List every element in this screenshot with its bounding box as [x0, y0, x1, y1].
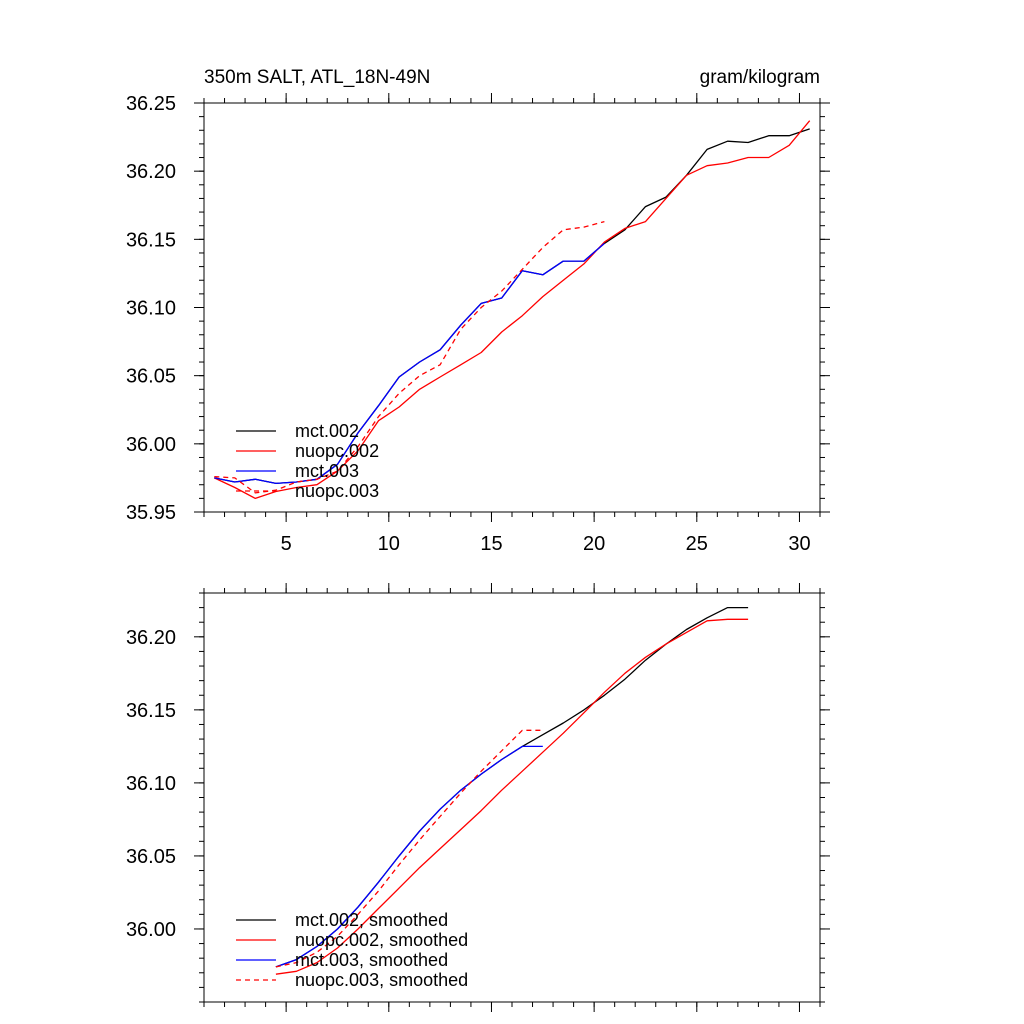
y-tick-label: 36.15	[126, 700, 176, 722]
legend-label: nuopc.002	[295, 441, 379, 461]
y-tick-label: 35.95	[126, 502, 176, 524]
y-tick-label: 36.10	[126, 773, 176, 795]
series-line-mct-003-smoothed	[275, 745, 543, 968]
y-tick-label: 36.00	[126, 919, 176, 941]
series-line-nuopc-002-smoothed	[275, 618, 749, 975]
legend-label: nuopc.002, smoothed	[295, 930, 468, 950]
y-tick-label: 36.15	[126, 229, 176, 251]
y-tick-label: 36.20	[126, 627, 176, 649]
series-lines-bottom	[275, 606, 749, 975]
x-tick-label: 20	[583, 533, 605, 555]
x-tick-label: 10	[378, 533, 400, 555]
y-tick-label: 36.00	[126, 434, 176, 456]
chart-title: 350m SALT, ATL_18N-49N	[204, 67, 430, 88]
y-tick-label: 36.10	[126, 298, 176, 320]
chart-units: gram/kilogram	[700, 67, 820, 88]
legend-label: mct.003, smoothed	[295, 950, 448, 970]
y-tick-label: 36.20	[126, 161, 176, 183]
y-tick-label: 36.05	[126, 846, 176, 868]
legend-label: mct.002, smoothed	[295, 910, 448, 930]
series-line-nuopc-003-smoothed	[275, 729, 543, 968]
legend-label: nuopc.003	[295, 481, 379, 501]
axes-top: 5 10 15 20 25 30 35.95 36.00 36.05 36.10 36.15 36.2…	[126, 93, 830, 555]
legend-label: mct.002	[295, 421, 359, 441]
series-lines-top	[214, 120, 811, 500]
y-tick-label: 36.05	[126, 366, 176, 388]
legend-label: nuopc.003, smoothed	[295, 970, 468, 990]
legend-label: mct.003	[295, 461, 359, 481]
x-tick-label: 25	[686, 533, 708, 555]
y-tick-label: 36.25	[126, 93, 176, 115]
x-tick-label: 30	[788, 533, 810, 555]
series-line-nuopc-002	[214, 120, 811, 500]
series-line-mct-003	[214, 242, 605, 485]
series-line-nuopc-003	[214, 220, 605, 494]
x-tick-label: 5	[281, 533, 292, 555]
x-tick-label: 15	[480, 533, 502, 555]
axes-bottom: 36.00 36.05 36.10 36.15 36.20	[126, 583, 830, 1012]
